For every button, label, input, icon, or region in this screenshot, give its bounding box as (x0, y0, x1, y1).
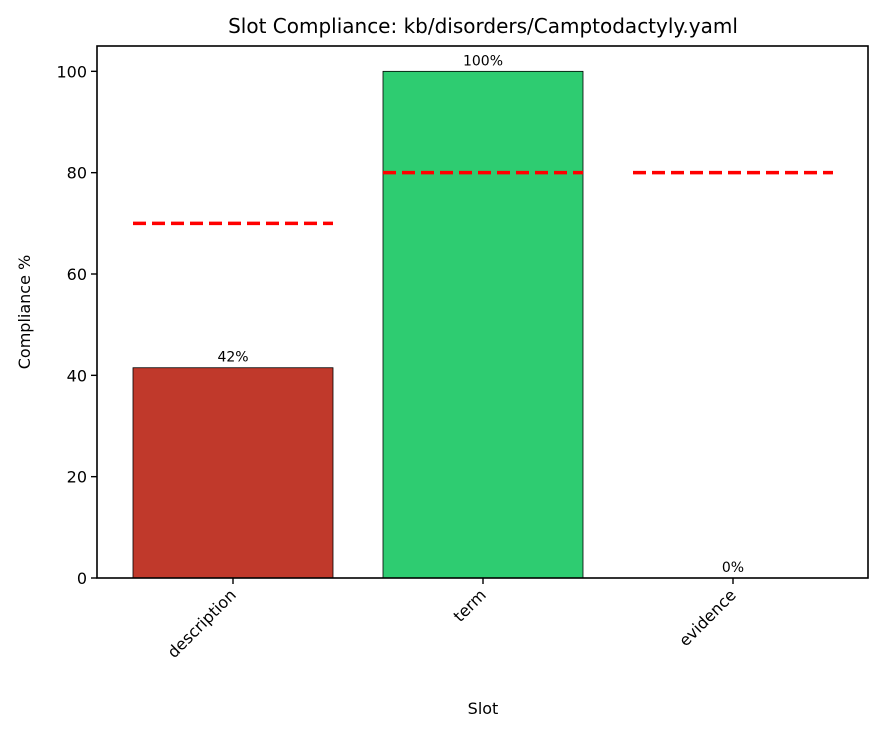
bar-value-label: 100% (463, 53, 503, 69)
y-tick-label: 20 (67, 468, 87, 487)
x-axis-ticks: description term evidence (163, 578, 740, 662)
y-tick-label: 80 (67, 164, 87, 183)
y-axis-ticks: 0 20 40 60 80 100 (56, 62, 97, 588)
x-axis-label: Slot (468, 699, 499, 718)
bars-group (132, 70, 584, 579)
x-tick-label: evidence (675, 585, 740, 650)
bar-term (382, 70, 584, 579)
x-tick-label: description (163, 585, 239, 661)
bar-value-label: 42% (217, 350, 248, 366)
y-tick-label: 0 (77, 569, 87, 588)
threshold-lines (133, 170, 833, 226)
y-tick-label: 60 (67, 265, 87, 284)
bar-value-label: 0% (722, 560, 744, 576)
y-tick-label: 100 (56, 62, 87, 81)
x-tick-label: term (450, 585, 490, 625)
y-axis-label: Compliance % (15, 255, 34, 369)
y-tick-label: 40 (67, 366, 87, 385)
bar-value-labels: 42% 100% 0% (217, 53, 744, 576)
chart-title: Slot Compliance: kb/disorders/Camptodact… (228, 14, 738, 38)
bar-description (132, 367, 334, 579)
